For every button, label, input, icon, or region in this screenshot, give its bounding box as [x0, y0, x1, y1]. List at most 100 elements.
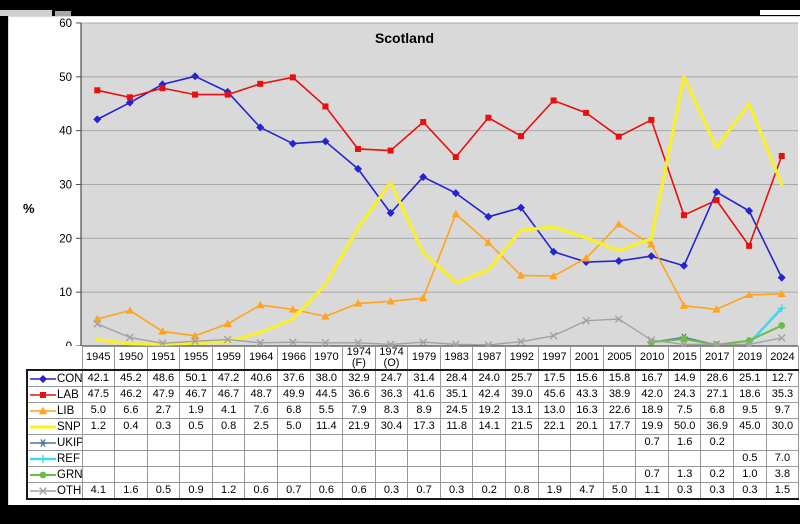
value-cell: 38.0	[309, 369, 344, 387]
y-tick-label: 60	[59, 18, 72, 30]
legend-cell-UKIP: UKIP	[26, 434, 83, 451]
value-cell: 1.5	[765, 482, 800, 500]
value-cell: 47.5	[81, 386, 116, 403]
value-cell: 31.4	[407, 369, 441, 387]
value-cell: 0.3	[146, 418, 181, 435]
year-header: 1970	[309, 346, 344, 371]
value-cell	[309, 450, 344, 467]
y-tick-label: 40	[59, 126, 72, 138]
value-cell: 1.6	[667, 434, 702, 451]
legend-grn-icon	[30, 471, 56, 478]
value-cell: 0.3	[439, 482, 474, 500]
legend-label: LAB	[57, 388, 79, 401]
value-cell: 8.9	[407, 402, 441, 419]
value-cell	[439, 466, 474, 483]
value-cell	[342, 434, 376, 451]
legend-label: REF	[57, 452, 80, 465]
year-header: 1979	[407, 346, 441, 371]
value-cell	[114, 466, 148, 483]
top-scrollbar-track	[0, 10, 52, 16]
results-table: 1945 1950 1951 1955 1959 1964 1966 1970 1974 (F)…	[26, 346, 800, 500]
value-cell: 24.5	[439, 402, 474, 419]
year-header: 1997	[537, 346, 572, 371]
value-cell: 7.6	[244, 402, 278, 419]
legend-cell-LIB: LIB	[26, 402, 83, 419]
value-cell: 1.9	[537, 482, 572, 500]
year-header: 1951	[146, 346, 181, 371]
year-header: 1955	[179, 346, 213, 371]
legend-label: SNP	[57, 420, 81, 433]
value-cell	[179, 466, 213, 483]
legend-label: CON	[57, 372, 82, 385]
y-tick-label: 30	[59, 180, 72, 192]
value-cell	[700, 450, 735, 467]
table-row-LAB: LAB 47.5 46.2 47.9 46.7 46.7 48.7 49.9 44.5 36.6 3…	[26, 386, 800, 403]
value-cell: 0.3	[374, 482, 409, 500]
value-cell: 50.1	[179, 369, 213, 387]
value-cell	[244, 434, 278, 451]
value-cell	[439, 434, 474, 451]
year-header: 2019	[733, 346, 767, 371]
value-cell: 0.8	[505, 482, 539, 500]
legend-label: UKIP	[57, 436, 82, 449]
legend-cell-REF: REF	[26, 450, 83, 467]
value-cell: 0.6	[244, 482, 278, 500]
series-OTH	[93, 315, 786, 347]
value-cell: 22.1	[537, 418, 572, 435]
table-row-GRN: GRN 0.7 1.3 0.2 1.0 3.8	[26, 466, 800, 483]
value-cell: 14.1	[472, 418, 507, 435]
value-cell: 18.6	[733, 386, 767, 403]
value-cell	[81, 466, 116, 483]
value-cell: 6.8	[700, 402, 735, 419]
value-cell: 0.2	[472, 482, 507, 500]
value-cell: 39.0	[505, 386, 539, 403]
value-cell: 0.2	[700, 466, 735, 483]
value-cell: 21.5	[505, 418, 539, 435]
value-cell: 38.9	[602, 386, 637, 403]
value-cell: 1.3	[667, 466, 702, 483]
value-cell: 28.4	[439, 369, 474, 387]
y-tick-label: 20	[59, 233, 72, 245]
value-cell	[505, 450, 539, 467]
value-cell	[179, 450, 213, 467]
value-cell	[309, 466, 344, 483]
value-cell	[570, 434, 604, 451]
value-cell: 0.7	[635, 434, 669, 451]
value-cell: 6.8	[276, 402, 311, 419]
value-cell	[374, 466, 409, 483]
value-cell: 47.2	[211, 369, 246, 387]
year-header: 1974 (O)	[374, 346, 409, 371]
value-cell: 19.2	[472, 402, 507, 419]
year-header: 1974 (F)	[342, 346, 376, 371]
value-cell	[765, 434, 800, 451]
value-cell: 46.7	[179, 386, 213, 403]
value-cell	[407, 434, 441, 451]
year-header: 1959	[211, 346, 246, 371]
value-cell: 48.7	[244, 386, 278, 403]
series-LAB	[94, 74, 785, 249]
legend-cell-CON: CON	[26, 369, 83, 387]
legend-cell-GRN: GRN	[26, 466, 83, 483]
value-cell	[407, 450, 441, 467]
value-cell: 46.2	[114, 386, 148, 403]
series-SNP	[95, 75, 784, 346]
table-row-REF: REF 0.5 7.0	[26, 450, 800, 467]
value-cell: 5.0	[602, 482, 637, 500]
value-cell: 7.9	[342, 402, 376, 419]
value-cell	[114, 434, 148, 451]
value-cell: 0.3	[733, 482, 767, 500]
top-scrollbar-thumb[interactable]	[55, 11, 71, 19]
value-cell	[309, 434, 344, 451]
value-cell: 36.9	[700, 418, 735, 435]
value-cell	[342, 450, 376, 467]
value-cell: 15.8	[602, 369, 637, 387]
value-cell	[733, 434, 767, 451]
value-cell: 42.4	[472, 386, 507, 403]
value-cell: 17.3	[407, 418, 441, 435]
value-cell: 1.0	[733, 466, 767, 483]
value-cell: 35.3	[765, 386, 800, 403]
value-cell: 44.5	[309, 386, 344, 403]
chart-page: 0 10 20 30 40 50 60 Scotland % 1945 1950 1951 195…	[8, 16, 800, 505]
legend-corner-cell	[27, 346, 82, 371]
